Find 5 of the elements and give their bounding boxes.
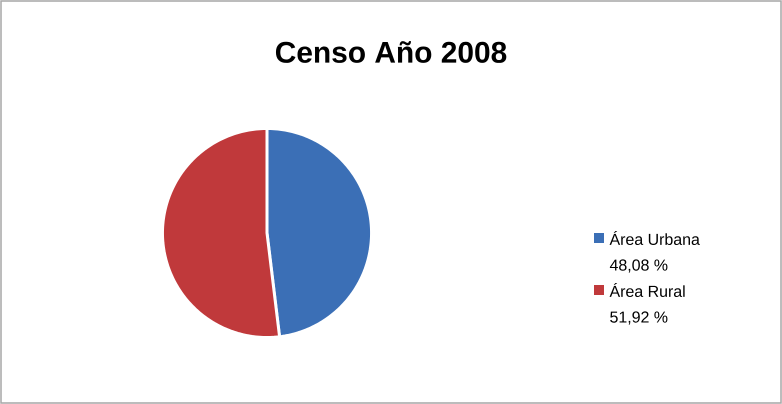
data-label: 48,08 %	[610, 259, 668, 273]
data-label: 51,92 %	[610, 311, 668, 325]
legend-label: Área Rural	[610, 283, 685, 297]
legend-label: Área Urbana	[610, 231, 700, 245]
chart-title: Censo Año 2008	[276, 41, 506, 63]
